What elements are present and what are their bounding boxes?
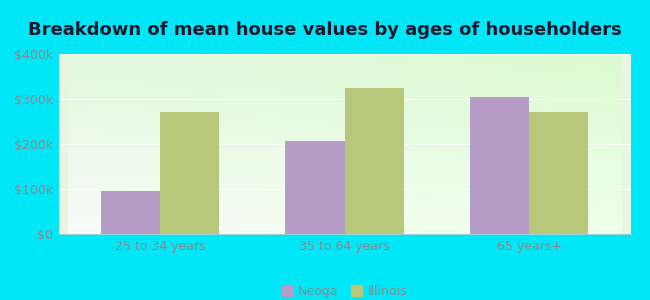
Bar bbox=[529, 112, 588, 234]
Bar bbox=[344, 88, 404, 234]
Legend: Neoga, Illinois: Neoga, Illinois bbox=[277, 280, 412, 300]
Bar bbox=[160, 112, 219, 234]
Text: Breakdown of mean house values by ages of householders: Breakdown of mean house values by ages o… bbox=[28, 21, 622, 39]
Bar bbox=[101, 191, 160, 234]
Bar bbox=[470, 97, 529, 234]
Bar bbox=[285, 141, 345, 234]
